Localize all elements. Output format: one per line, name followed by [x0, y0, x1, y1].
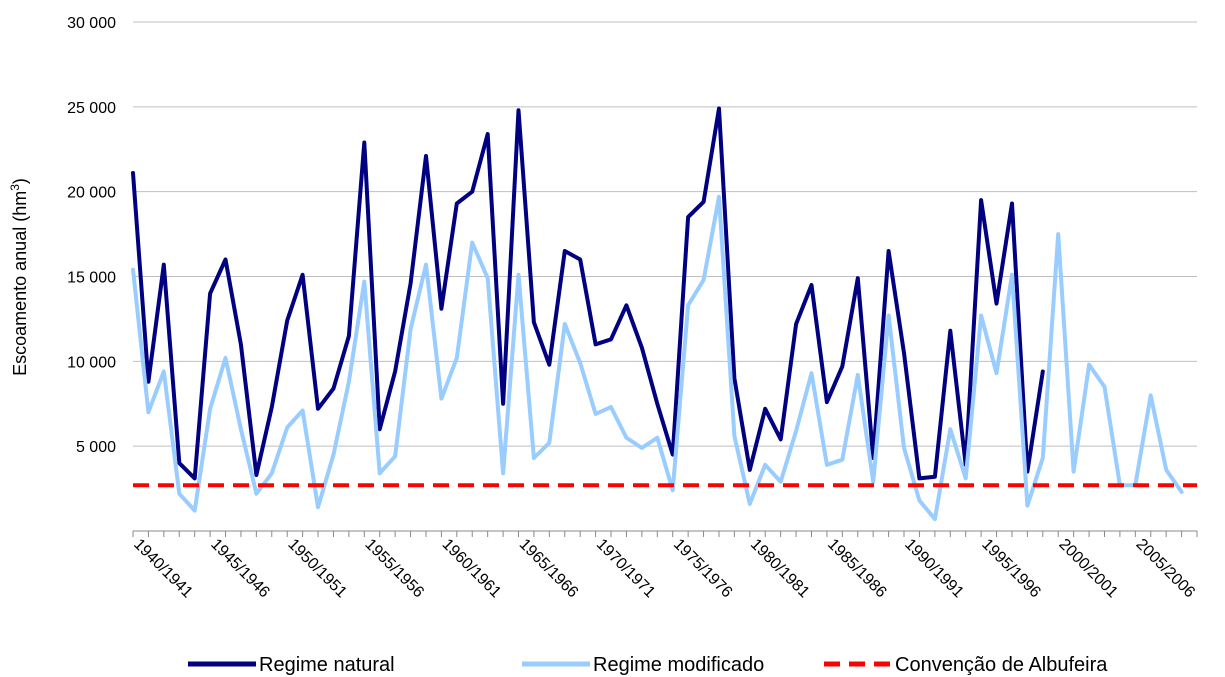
y-tick-label: 15 000 — [67, 270, 116, 287]
y-axis-title: Escoamento anual (hm3) — [8, 178, 30, 376]
y-axis-title-end: ) — [10, 178, 30, 184]
x-tick-label: 1970/1971 — [593, 536, 659, 602]
legend-label: Convenção de Albufeira — [895, 654, 1108, 676]
series-line-regime-natural — [131, 106, 1045, 481]
y-axis-tick-labels: 5 000 10 000 15 000 20 000 25 000 30 000 — [67, 15, 116, 456]
y-axis-title-superscript: 3 — [8, 184, 22, 191]
y-tick-label: 10 000 — [67, 354, 116, 371]
legend-label: Regime modificado — [593, 654, 764, 676]
y-tick-label: 25 000 — [67, 100, 116, 117]
series-line-regime-modificado — [131, 194, 1184, 522]
legend-label: Regime natural — [259, 654, 395, 676]
series-lines — [131, 106, 1197, 522]
x-tick-label: 1975/1976 — [670, 536, 736, 602]
x-tick-label: 1980/1981 — [747, 536, 813, 602]
x-axis-tick-labels: 1940/1941 1945/1946 1950/1951 1955/1956 1960… — [130, 536, 1198, 602]
x-tick-label: 1960/1961 — [439, 536, 505, 602]
y-tick-label: 20 000 — [67, 185, 116, 202]
x-tick-label: 1990/1991 — [901, 536, 967, 602]
x-tick-label: 2000/2001 — [1055, 536, 1121, 602]
y-tick-label: 5 000 — [76, 439, 116, 456]
x-tick-label: 1985/1986 — [824, 536, 890, 602]
x-tick-label: 2005/2006 — [1132, 536, 1198, 602]
y-axis-title-main: Escoamento anual (hm — [10, 191, 30, 376]
gridlines — [133, 21, 1197, 447]
x-tick-label: 1945/1946 — [207, 536, 273, 602]
x-tick-label: 1950/1951 — [284, 536, 350, 602]
x-tick-label: 1940/1941 — [130, 536, 196, 602]
y-tick-label: 30 000 — [67, 15, 116, 32]
x-tick-label: 1965/1966 — [516, 536, 582, 602]
x-tick-label: 1995/1996 — [978, 536, 1044, 602]
legend: Regime natural Regime modificado Convenção… — [188, 654, 1108, 676]
x-axis-ticks — [132, 531, 1198, 537]
x-tick-label: 1955/1956 — [361, 536, 427, 602]
